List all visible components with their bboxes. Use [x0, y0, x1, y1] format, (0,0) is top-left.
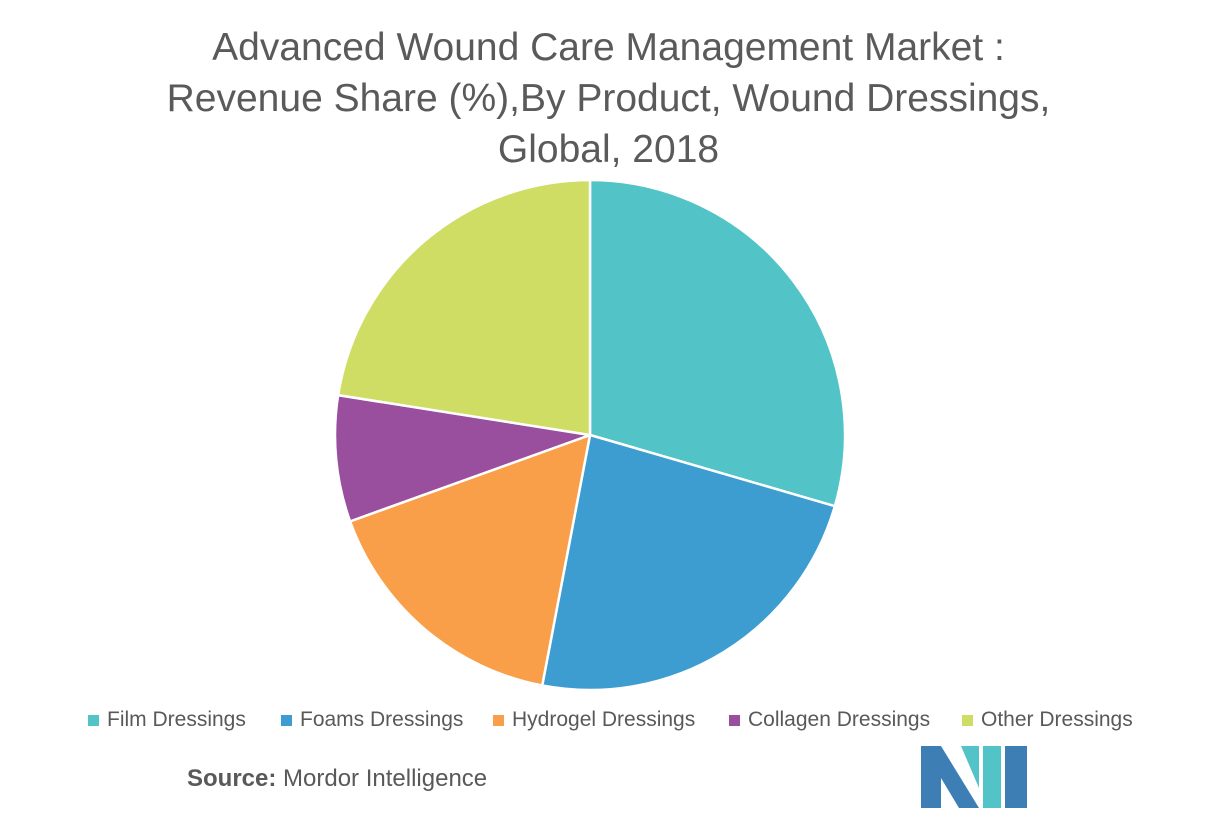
legend-swatch-collagen-dressings	[729, 714, 740, 726]
pie-slice-film-dressings	[588, 178, 847, 508]
legend-label-hydrogel-dressings: Hydrogel Dressings	[512, 708, 696, 731]
legend-swatch-film-dressings	[88, 714, 99, 726]
legend-label-other-dressings: Other Dressings	[981, 708, 1133, 731]
legend-item-other-dressings: Other Dressings	[962, 708, 1133, 732]
legend-label-collagen-dressings: Collagen Dressings	[748, 708, 931, 731]
pie-slice-other-dressings	[336, 178, 592, 437]
source-label: Source:	[187, 765, 277, 792]
pie-chart	[333, 178, 847, 692]
logo-shape-far-right	[1005, 746, 1027, 808]
pie-slice-hydrogel-dressings	[348, 433, 592, 687]
legend-item-foams-dressings: Foams Dressings	[281, 708, 463, 732]
pie-slice-collagen-dressings	[333, 393, 592, 523]
legend-swatch-other-dressings	[962, 714, 973, 726]
legend-label-foams-dressings: Foams Dressings	[300, 708, 464, 731]
logo-shape-right	[983, 746, 1001, 808]
legend-swatch-hydrogel-dressings	[493, 714, 504, 726]
source-text: Mordor Intelligence	[283, 765, 488, 792]
pie-slice-foams-dressings	[540, 433, 837, 692]
chart-legend: Film Dressings Foams Dressings Hydrogel …	[0, 708, 1217, 736]
legend-item-film-dressings: Film Dressings	[88, 708, 246, 732]
mordor-intelligence-logo	[921, 746, 1027, 808]
chart-title: Advanced Wound Care Management Market : …	[60, 22, 1157, 175]
legend-item-hydrogel-dressings: Hydrogel Dressings	[493, 708, 695, 732]
chart-title-line-1: Advanced Wound Care Management Market :	[212, 26, 1005, 69]
legend-swatch-foams-dressings	[281, 714, 292, 726]
source-note: Source: Mordor Intelligence	[187, 765, 487, 793]
legend-label-film-dressings: Film Dressings	[107, 708, 246, 731]
chart-title-line-3: Global, 2018	[497, 128, 720, 171]
logo-shape-left	[921, 746, 979, 808]
legend-item-collagen-dressings: Collagen Dressings	[729, 708, 930, 732]
logo-shape-middle	[961, 746, 979, 788]
chart-title-line-2: Revenue Share (%),By Product, Wound Dres…	[166, 77, 1051, 120]
